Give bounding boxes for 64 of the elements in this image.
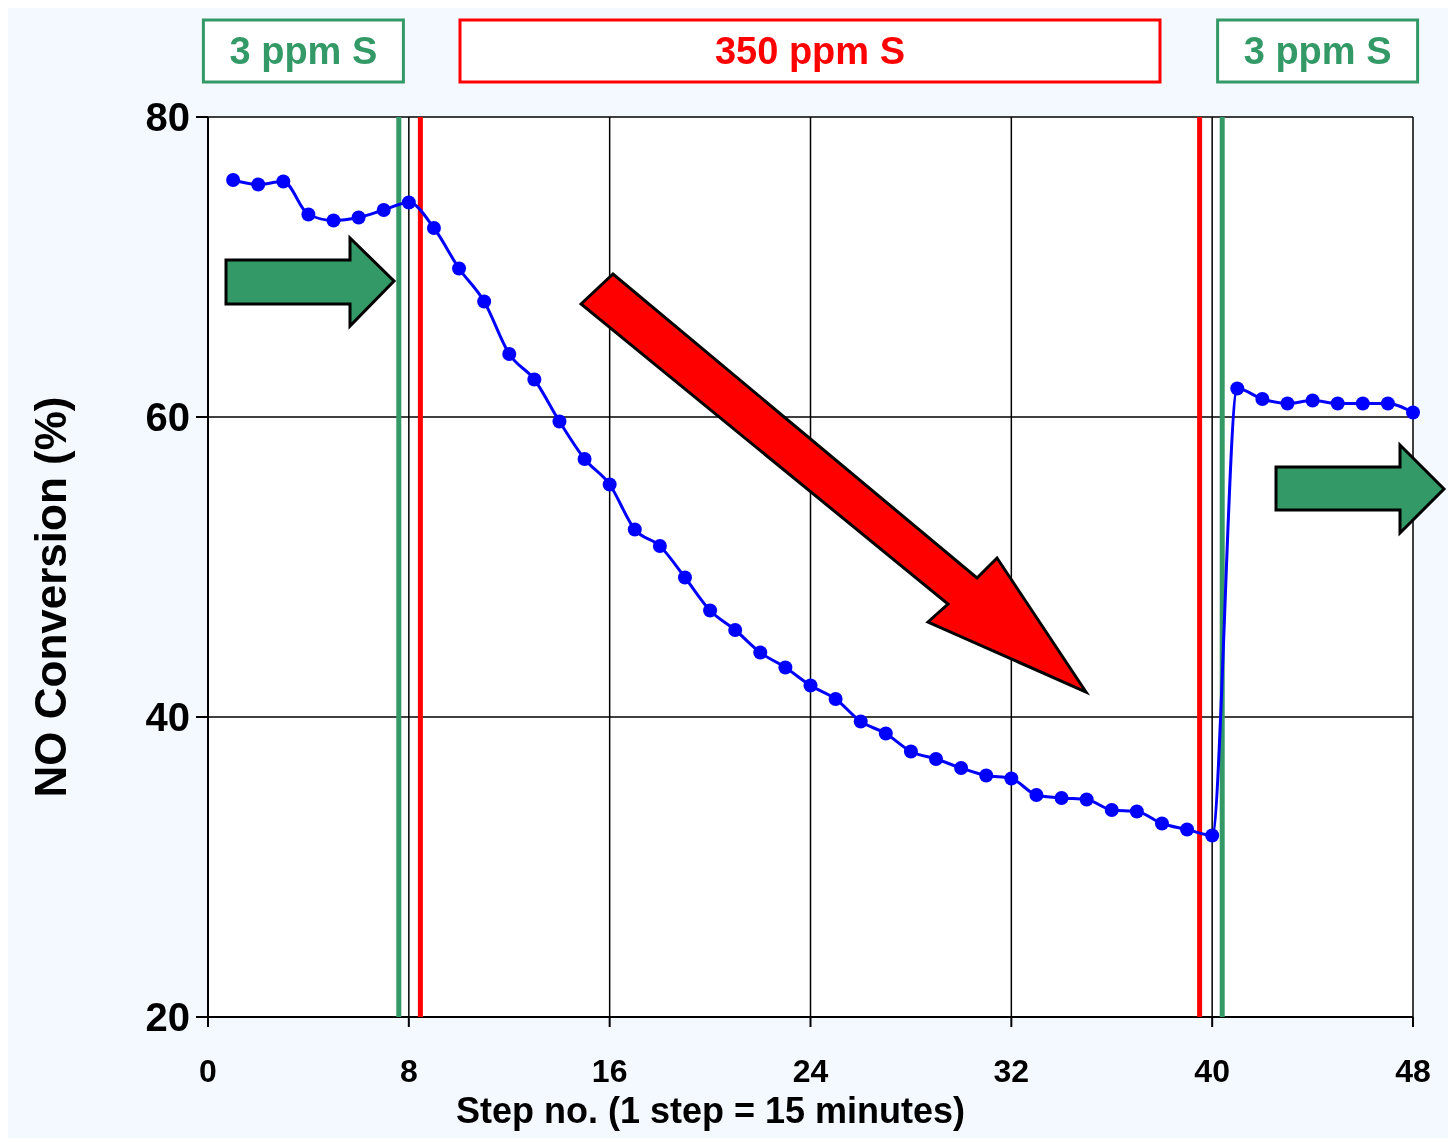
point: [929, 752, 944, 766]
point: [1330, 396, 1345, 411]
point: [1180, 822, 1195, 837]
point: [251, 177, 266, 192]
x-tick-label: 32: [993, 1053, 1030, 1089]
y-axis-title: NO Conversion (%): [26, 396, 75, 798]
point: [627, 522, 642, 537]
point: [577, 452, 592, 466]
point: [1305, 393, 1320, 408]
point: [1205, 828, 1220, 843]
ref-line-label: 3 ppm S: [1243, 30, 1392, 73]
point: [552, 414, 567, 429]
point: [703, 603, 718, 618]
point: [1355, 396, 1370, 411]
point: [828, 692, 843, 706]
y-tick-label: 20: [145, 995, 190, 1039]
point: [276, 174, 291, 189]
x-tick-label: 16: [591, 1053, 628, 1089]
point: [452, 261, 467, 276]
point: [1230, 381, 1245, 396]
point: [1255, 392, 1270, 406]
point: [301, 207, 316, 222]
point: [527, 372, 542, 387]
point: [979, 768, 994, 783]
x-tick-label: 24: [792, 1053, 829, 1089]
y-tick-label: 80: [145, 95, 190, 139]
point: [477, 294, 492, 309]
point: [1129, 804, 1144, 819]
point: [1380, 396, 1395, 411]
point: [351, 210, 366, 225]
point: [376, 203, 391, 217]
point: [652, 539, 667, 553]
point: [1054, 791, 1069, 805]
x-axis-title: Step no. (1 step = 15 minutes): [455, 1090, 966, 1131]
point: [954, 761, 969, 775]
y-tick-label: 40: [145, 695, 190, 739]
point: [1029, 788, 1044, 802]
point: [602, 477, 617, 492]
point: [326, 213, 341, 228]
point: [1154, 816, 1169, 831]
x-tick-label: 8: [399, 1053, 418, 1089]
ref-line-label: 350 ppm S: [714, 30, 906, 73]
point: [803, 678, 818, 693]
point: [426, 221, 441, 235]
y-tick-label: 60: [145, 395, 190, 439]
point: [677, 570, 692, 585]
point: [853, 714, 868, 729]
x-tick-label: 0: [199, 1053, 217, 1089]
point: [778, 660, 793, 675]
point: [502, 347, 517, 361]
ref-line-label: 3 ppm S: [229, 30, 378, 73]
point: [1406, 405, 1420, 420]
point: [401, 195, 416, 210]
point: [226, 173, 241, 187]
point: [728, 623, 743, 637]
point: [1079, 792, 1094, 807]
point: [1280, 396, 1295, 411]
x-tick-label: 40: [1194, 1053, 1230, 1089]
x-tick-label: 48: [1395, 1053, 1431, 1089]
point: [1104, 803, 1119, 817]
point: [1004, 771, 1019, 786]
point: [903, 744, 918, 759]
point: [753, 645, 768, 660]
point: [878, 726, 893, 741]
